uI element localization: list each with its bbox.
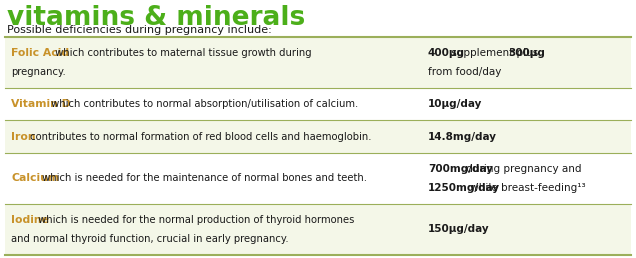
- Text: Calcium: Calcium: [11, 173, 59, 183]
- Text: from food/day: from food/day: [428, 67, 501, 77]
- Text: supplement plus: supplement plus: [448, 48, 541, 58]
- Text: during pregnancy and: during pregnancy and: [463, 164, 581, 174]
- Text: which is needed for the maintenance of normal bones and teeth.: which is needed for the maintenance of n…: [39, 173, 368, 183]
- Text: and normal thyroid function, crucial in early pregnancy.: and normal thyroid function, crucial in …: [11, 234, 289, 244]
- Bar: [5, 37, 631, 88]
- Text: while breast-feeding¹³: while breast-feeding¹³: [467, 183, 586, 193]
- Bar: [5, 120, 631, 153]
- Text: 10μg/day: 10μg/day: [428, 99, 482, 109]
- Bar: [5, 88, 631, 120]
- Text: Iron: Iron: [11, 132, 36, 142]
- Text: which contributes to maternal tissue growth during: which contributes to maternal tissue gro…: [52, 48, 311, 58]
- Text: pregnancy.: pregnancy.: [11, 67, 66, 77]
- Text: 300μg: 300μg: [509, 48, 546, 58]
- Text: Iodine: Iodine: [11, 215, 49, 225]
- Bar: [5, 204, 631, 255]
- Text: 700mg/day: 700mg/day: [428, 164, 493, 174]
- Text: 14.8mg/day: 14.8mg/day: [428, 132, 497, 142]
- Text: 1250mg/day: 1250mg/day: [428, 183, 500, 193]
- Text: vitamins & minerals: vitamins & minerals: [7, 5, 305, 31]
- Text: 150μg/day: 150μg/day: [428, 224, 490, 235]
- Text: Vitamin D: Vitamin D: [11, 99, 71, 109]
- Text: which is needed for the normal production of thyroid hormones: which is needed for the normal productio…: [36, 215, 355, 225]
- Text: Possible deficiencies during pregnancy include:: Possible deficiencies during pregnancy i…: [7, 25, 272, 35]
- Text: which contributes to normal absorption/utilisation of calcium.: which contributes to normal absorption/u…: [48, 99, 358, 109]
- Text: 400μg: 400μg: [428, 48, 465, 58]
- Bar: [5, 153, 631, 204]
- Text: contributes to normal formation of red blood cells and haemoglobin.: contributes to normal formation of red b…: [27, 132, 371, 142]
- Text: Folic Acid: Folic Acid: [11, 48, 69, 58]
